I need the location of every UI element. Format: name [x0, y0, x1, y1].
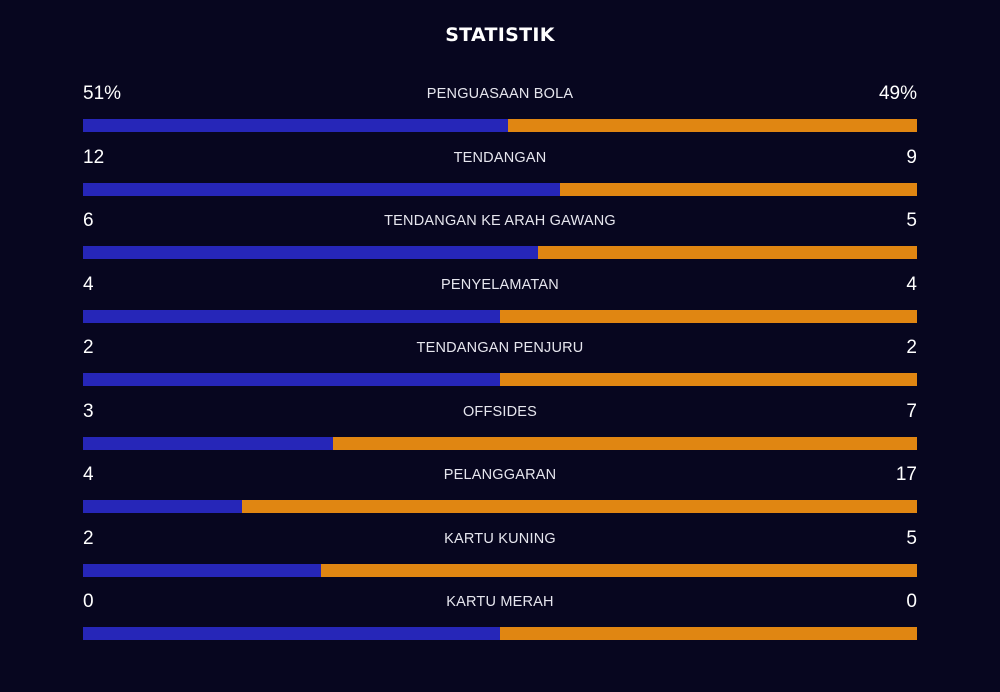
home-value: 51% — [83, 83, 122, 104]
comparison-bar — [83, 182, 917, 196]
stat-label: PELANGGARAN — [443, 467, 557, 483]
stat-label: TENDANGAN PENJURU — [416, 340, 584, 356]
comparison-bar — [83, 436, 917, 450]
comparison-bar — [83, 119, 917, 132]
home-value: 2 — [83, 527, 94, 549]
stat-row-fouls: 4 PELANGGARAN 17 — [83, 461, 917, 525]
stat-label: KARTU MERAH — [446, 594, 554, 610]
home-value: 4 — [83, 464, 94, 485]
stat-row-corners: 2 TENDANGAN PENJURU 2 — [83, 334, 917, 398]
comparison-bar — [83, 563, 917, 577]
comparison-bar — [83, 373, 917, 386]
comparison-bar — [83, 246, 917, 259]
away-value: 4 — [906, 273, 917, 295]
stat-row-possession: 51% PENGUASAAN BOLA 49% — [83, 80, 917, 144]
stat-label: PENYELAMATAN — [441, 276, 559, 293]
home-bar — [83, 373, 500, 386]
home-bar — [83, 182, 560, 196]
home-bar — [83, 119, 509, 132]
home-value: 12 — [83, 146, 105, 168]
home-bar — [83, 563, 322, 577]
comparison-bar — [83, 500, 917, 513]
home-value: 6 — [83, 210, 94, 231]
stat-label: OFFSIDES — [462, 403, 538, 420]
away-value: 0 — [906, 591, 917, 612]
stats-list: 51% PENGUASAAN BOLA 49% 12 TENDANGAN 9 — [83, 80, 917, 652]
away-bar — [537, 246, 917, 259]
home-bar — [83, 627, 500, 640]
panel-title: STATISTIK — [445, 24, 555, 46]
away-bar — [500, 627, 917, 640]
away-bar — [508, 119, 917, 132]
home-bar — [83, 246, 538, 259]
home-value: 2 — [83, 337, 94, 358]
away-bar — [333, 436, 917, 450]
stat-row-red-cards: 0 KARTU MERAH 0 — [83, 588, 917, 652]
away-value: 5 — [906, 527, 917, 549]
away-bar — [559, 182, 917, 196]
home-bar — [83, 309, 500, 323]
away-value: 49% — [878, 83, 917, 104]
comparison-bar — [83, 309, 917, 323]
away-value: 2 — [906, 337, 917, 358]
home-bar — [83, 500, 242, 513]
home-value: 4 — [83, 273, 94, 295]
away-bar — [500, 309, 917, 323]
stat-row-shots: 12 TENDANGAN 9 — [83, 144, 917, 208]
stat-label: KARTU KUNING — [444, 530, 556, 547]
away-value: 17 — [895, 464, 917, 485]
stat-label: TENDANGAN KE ARAH GAWANG — [384, 213, 616, 229]
away-value: 9 — [906, 146, 917, 168]
home-value: 0 — [83, 591, 94, 612]
stat-row-saves: 4 PENYELAMATAN 4 — [83, 271, 917, 335]
comparison-bar — [83, 627, 917, 640]
stat-label: PENGUASAAN BOLA — [426, 86, 574, 102]
stat-row-offsides: 3 OFFSIDES 7 — [83, 398, 917, 462]
away-value: 7 — [906, 400, 917, 422]
home-value: 3 — [83, 400, 94, 422]
away-bar — [321, 563, 917, 577]
stat-label: TENDANGAN — [453, 149, 547, 166]
away-bar — [241, 500, 917, 513]
stat-row-yellow-cards: 2 KARTU KUNING 5 — [83, 525, 917, 589]
home-bar — [83, 436, 334, 450]
away-bar — [500, 373, 917, 386]
stat-row-shots-on-target: 6 TENDANGAN KE ARAH GAWANG 5 — [83, 207, 917, 271]
away-value: 5 — [906, 210, 917, 231]
